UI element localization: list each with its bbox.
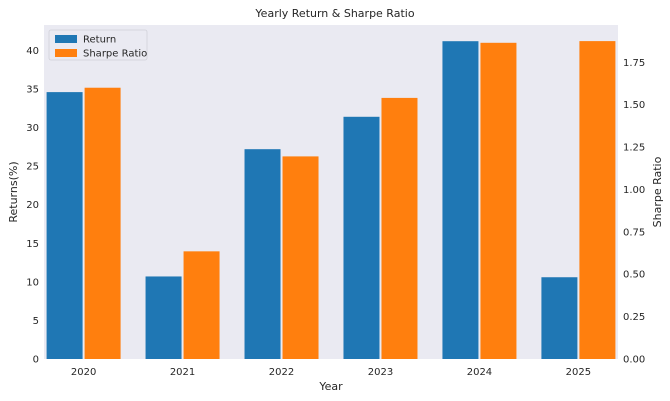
y-tick-right-0.75: 0.75: [623, 227, 645, 238]
return-bar-2025: [541, 277, 578, 359]
return-bar-2024: [442, 41, 479, 359]
y-axis-label-left: Returns(%): [7, 161, 20, 222]
legend-swatch-sharpe-ratio: [55, 49, 77, 57]
y-tick-left-25: 25: [26, 162, 39, 173]
x-tick-2025: 2025: [566, 367, 591, 378]
y-tick-left-10: 10: [26, 277, 39, 288]
sharpe-bar-2020: [84, 87, 121, 359]
y-tick-right-1.50: 1.50: [623, 100, 645, 111]
plot-area: [44, 25, 618, 359]
return-bar-2020: [46, 92, 83, 360]
x-tick-2022: 2022: [269, 367, 294, 378]
y-tick-left-20: 20: [26, 200, 39, 211]
y-tick-left-5: 5: [33, 316, 39, 327]
chart-title: Yearly Return & Sharpe Ratio: [254, 7, 414, 20]
y-tick-left-0: 0: [33, 355, 39, 366]
sharpe-bar-2023: [381, 97, 418, 360]
sharpe-bar-2025: [579, 41, 616, 360]
y-tick-left-35: 35: [26, 85, 39, 96]
y-tick-left-30: 30: [26, 123, 39, 134]
y-tick-right-1.00: 1.00: [623, 185, 645, 196]
x-tick-2020: 2020: [71, 367, 96, 378]
sharpe-bar-2024: [480, 42, 517, 360]
return-bar-2021: [145, 276, 182, 359]
y-axis-right: 0.00 0.25 0.50 0.75 1.00 1.25 1.50 1.75: [623, 58, 645, 366]
y-tick-left-15: 15: [26, 239, 39, 250]
x-axis: 2020 2021 2022 2023 2024 2025: [71, 367, 591, 378]
return-bar-2022: [244, 149, 281, 359]
x-tick-2023: 2023: [368, 367, 393, 378]
y-tick-right-0.50: 0.50: [623, 270, 645, 281]
y-tick-right-0.00: 0.00: [623, 355, 645, 366]
legend-label-sharpe-ratio: Sharpe Ratio: [83, 49, 147, 60]
sharpe-bar-2022: [282, 156, 319, 359]
x-axis-label: Year: [318, 380, 343, 393]
y-axis-left: 0 5 10 15 20 25 30 35 40: [26, 46, 39, 366]
y-tick-right-0.25: 0.25: [623, 312, 645, 323]
y-axis-label-right: Sharpe Ratio: [651, 156, 664, 227]
bars-group: [46, 41, 616, 360]
legend-swatch-return: [55, 35, 77, 43]
y-tick-left-40: 40: [26, 46, 39, 57]
sharpe-bar-2021: [183, 251, 220, 359]
legend-label-return: Return: [83, 35, 116, 46]
x-tick-2024: 2024: [467, 367, 492, 378]
return-bar-2023: [343, 116, 380, 359]
x-tick-2021: 2021: [170, 367, 195, 378]
y-tick-right-1.75: 1.75: [623, 58, 645, 69]
legend: Return Sharpe Ratio: [48, 29, 148, 61]
y-tick-right-1.25: 1.25: [623, 143, 645, 154]
